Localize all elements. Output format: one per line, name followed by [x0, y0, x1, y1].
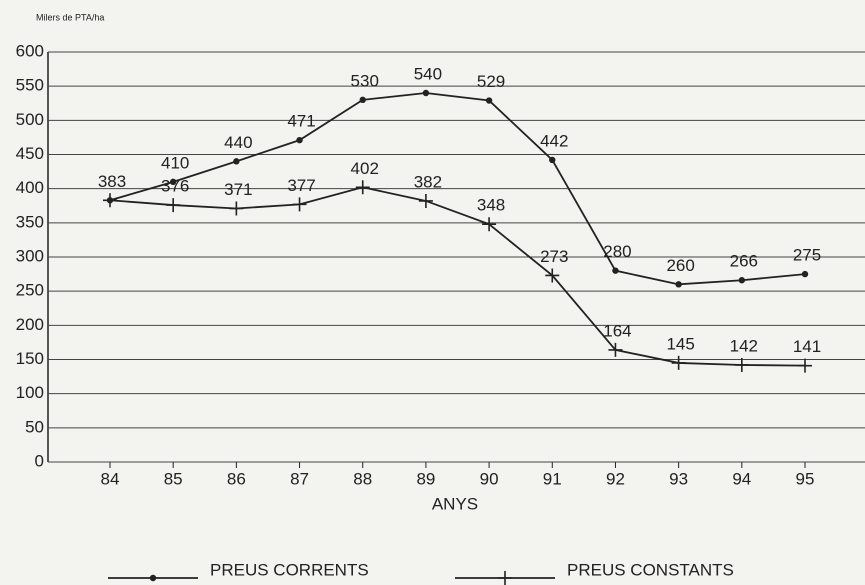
- y-tick-label: 50: [25, 417, 44, 436]
- y-tick-label: 200: [16, 315, 44, 334]
- value-label: 529: [477, 72, 505, 91]
- point: [296, 136, 303, 144]
- x-tick-label: 88: [353, 469, 372, 488]
- value-label: 376: [161, 177, 189, 196]
- point: [608, 342, 623, 357]
- value-label: 164: [603, 321, 631, 340]
- point: [545, 268, 560, 283]
- value-label: 260: [666, 256, 694, 275]
- x-tick-label: 87: [290, 469, 309, 488]
- y-tick-label: 300: [16, 246, 44, 265]
- point: [734, 357, 749, 372]
- value-label: 442: [540, 131, 568, 150]
- point: [292, 197, 307, 212]
- point: [738, 277, 746, 284]
- point: [149, 574, 157, 582]
- value-label: 410: [161, 153, 189, 172]
- point: [103, 193, 117, 208]
- y-tick-label: 100: [16, 383, 44, 402]
- point: [485, 97, 493, 104]
- value-label: 382: [414, 172, 442, 191]
- value-label: 141: [793, 337, 821, 356]
- value-label: 348: [477, 196, 505, 215]
- value-label: 142: [730, 336, 758, 355]
- point: [482, 217, 497, 232]
- value-label: 440: [224, 133, 252, 152]
- x-tick-label: 90: [480, 469, 499, 488]
- legend-label: PREUS CORRENTS: [210, 560, 369, 579]
- y-tick-label: 150: [16, 349, 44, 368]
- point: [169, 178, 177, 186]
- value-label: 540: [414, 64, 442, 83]
- point: [498, 571, 512, 585]
- legend-label: PREUS CONSTANTS: [567, 560, 734, 579]
- point: [671, 355, 686, 370]
- value-label: 280: [603, 242, 631, 261]
- series-line: [109, 186, 806, 367]
- value-label: 383: [98, 172, 126, 191]
- x-tick-label: 94: [732, 469, 751, 488]
- value-label: 275: [793, 246, 821, 265]
- x-tick-label: 92: [606, 469, 625, 488]
- y-tick-label: 550: [16, 76, 44, 95]
- y-tick-label: 450: [16, 144, 44, 163]
- point: [801, 270, 809, 278]
- point: [229, 201, 244, 216]
- value-label: 145: [666, 334, 694, 353]
- point: [549, 156, 556, 164]
- y-tick-label: 0: [35, 451, 44, 470]
- x-tick-label: 91: [543, 469, 562, 488]
- point: [422, 89, 430, 97]
- value-label: 402: [351, 159, 379, 178]
- x-tick-label: 89: [416, 469, 435, 488]
- x-tick-label: 95: [796, 469, 815, 488]
- y-tick-label: 350: [16, 212, 44, 231]
- value-label: 273: [540, 247, 568, 266]
- x-tick-label: 85: [164, 469, 183, 488]
- value-label: 371: [224, 180, 252, 199]
- y-tick-label: 250: [16, 281, 44, 300]
- point: [418, 193, 433, 208]
- point: [798, 358, 812, 373]
- x-tick-label: 86: [227, 469, 246, 488]
- value-label: 377: [287, 176, 315, 195]
- series-line: [109, 92, 806, 286]
- value-label: 530: [351, 71, 379, 90]
- point: [233, 158, 240, 165]
- value-label: 266: [730, 252, 758, 271]
- y-tick-label: 400: [16, 178, 44, 197]
- x-tick-label: 84: [101, 469, 120, 488]
- value-label: 471: [287, 112, 315, 131]
- y-axis-label: Milers de PTA/ha: [36, 12, 104, 22]
- point: [675, 281, 682, 288]
- x-axis-label: ANYS: [432, 494, 478, 513]
- y-tick-label: 600: [16, 41, 44, 60]
- point: [166, 198, 181, 213]
- point: [355, 180, 370, 195]
- point: [359, 96, 366, 104]
- point: [612, 267, 619, 274]
- x-tick-label: 93: [669, 469, 688, 488]
- y-tick-label: 500: [16, 110, 44, 129]
